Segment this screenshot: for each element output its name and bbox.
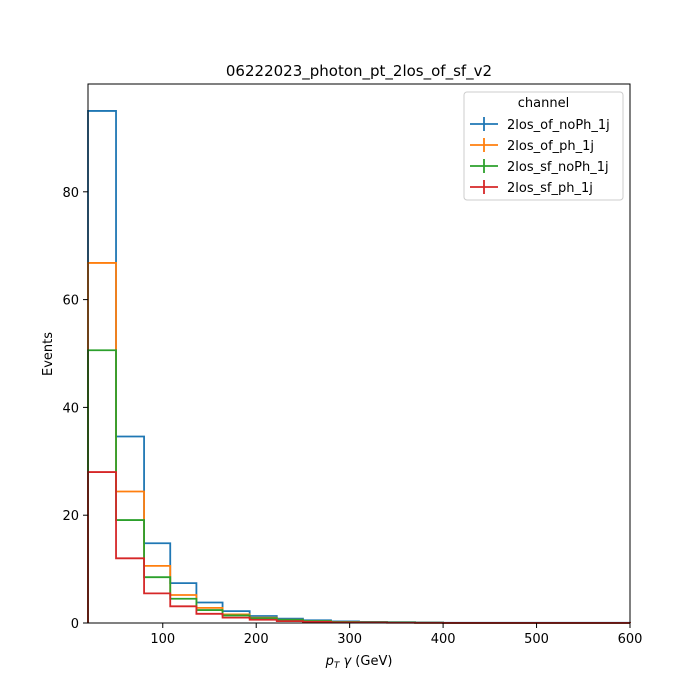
chart-title: 06222023_photon_pt_2los_of_sf_v2 (226, 62, 492, 81)
legend-entry-label: 2los_of_noPh_1j (507, 118, 610, 133)
legend-title: channel (518, 96, 569, 111)
y-axis-label: Events (41, 332, 56, 376)
x-tick-label: 200 (244, 632, 269, 647)
x-tick-label: 600 (618, 632, 643, 647)
axes: 100 200 300 400 500 600 0 20 40 60 80 (62, 83, 643, 647)
legend-entry-label: 2los_sf_ph_1j (507, 181, 593, 196)
y-tick-label: 80 (62, 186, 79, 201)
x-tick-label: 400 (431, 632, 456, 647)
y-tick-label: 60 (62, 294, 79, 309)
y-tick-label: 0 (71, 617, 79, 632)
x-tick-label: 300 (337, 632, 362, 647)
legend-box (463, 91, 624, 201)
x-tick-label: 100 (150, 632, 175, 647)
legend-entry-label: 2los_of_ph_1j (507, 139, 594, 154)
plot-area (87, 110, 631, 624)
y-tick-label: 40 (62, 401, 79, 416)
axes-frame (87, 83, 631, 624)
y-tick-label: 20 (62, 509, 79, 524)
x-axis-label: pT γ (GeV) (325, 654, 393, 671)
x-tick-label: 500 (524, 632, 549, 647)
legend: channel 2los_of_noPh_1j 2los_of_ph_1j 2los_… (463, 91, 624, 201)
legend-entry-label: 2los_sf_noPh_1j (507, 160, 609, 175)
